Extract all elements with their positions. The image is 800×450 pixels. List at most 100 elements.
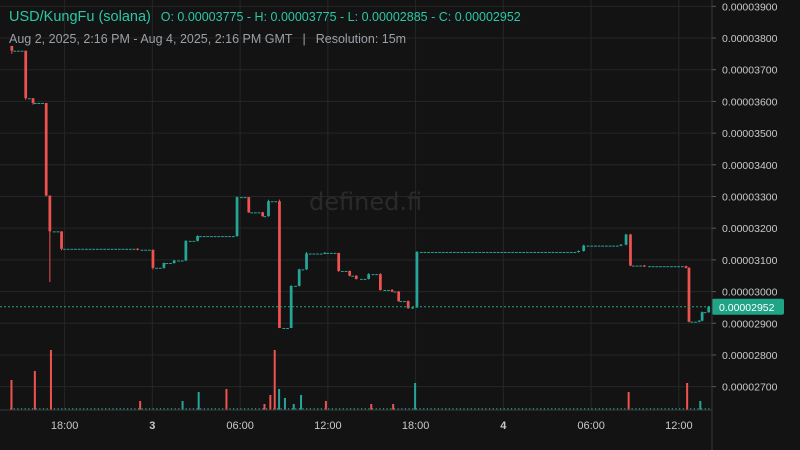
volume-bar (382, 408, 385, 410)
volume-bar (302, 408, 304, 410)
candle (192, 240, 196, 242)
volume-bar (415, 408, 418, 410)
volume-bar (613, 408, 615, 410)
volume-bar (31, 408, 34, 410)
x-tick-label: 3 (149, 420, 155, 432)
candle (593, 245, 597, 247)
candle (235, 197, 239, 237)
volume-bar (408, 408, 410, 410)
candle (312, 253, 316, 255)
candle (619, 244, 623, 246)
candle (74, 248, 77, 250)
candle (697, 320, 701, 322)
volume-bar (401, 408, 403, 410)
candle (522, 251, 526, 253)
volume-bar (105, 408, 107, 410)
volume-bar (481, 408, 483, 410)
volume-bar (463, 408, 465, 410)
x-tick-label: 12:00 (314, 420, 342, 432)
volume-bar (573, 408, 575, 410)
volume-bar (686, 383, 689, 410)
volume-bar (79, 408, 81, 410)
volume-bar (134, 408, 136, 410)
candle (642, 265, 646, 267)
volume-bar (642, 408, 644, 410)
volume-bar (141, 408, 143, 410)
candle (504, 251, 507, 253)
volume-bar (529, 408, 531, 410)
volume-bar (313, 408, 315, 410)
volume-bar (24, 408, 26, 410)
candle (379, 274, 382, 290)
volume-bar (635, 408, 637, 410)
candle (707, 306, 711, 313)
candle (419, 251, 423, 253)
volume-bar (247, 408, 249, 410)
volume-bar (708, 408, 710, 410)
volume-bar (181, 401, 184, 410)
candle (301, 269, 305, 271)
candle (77, 248, 81, 250)
candle (48, 195, 52, 232)
candle (367, 274, 371, 279)
candle (399, 301, 403, 303)
volume-bar (437, 408, 439, 410)
candle (515, 251, 518, 253)
candle (85, 248, 88, 250)
candle (586, 245, 590, 247)
volume-bar (20, 408, 23, 410)
volume-bar (587, 408, 589, 410)
volume-bar (562, 408, 564, 410)
volume-bar (430, 408, 432, 410)
candle (632, 265, 635, 267)
volume-bar (459, 408, 461, 410)
candle (136, 248, 139, 250)
volume-bar (68, 408, 70, 410)
candle (289, 285, 293, 329)
candle (518, 251, 522, 253)
volume-bar (295, 408, 297, 410)
volume-bar (540, 408, 542, 410)
y-tick-label: 0.00002700 (722, 382, 778, 394)
candle (337, 252, 341, 271)
volume-bar (33, 371, 36, 410)
candle (441, 251, 445, 253)
candle (445, 251, 449, 253)
volume-bar (697, 408, 699, 410)
volume-bar (434, 408, 436, 410)
volume-bar (211, 408, 213, 410)
candle (169, 263, 172, 265)
volume-bar (309, 408, 312, 410)
volume-bar (159, 408, 162, 410)
volume-bar (116, 408, 118, 410)
candle (529, 251, 533, 253)
volume-bar (163, 408, 165, 410)
y-tick-label: 0.00003500 (722, 128, 778, 140)
candle (155, 267, 158, 269)
candle (463, 251, 467, 253)
candle (687, 267, 691, 322)
volume-bar (222, 408, 224, 410)
y-tick-label: 0.00002900 (722, 318, 778, 330)
volume-bar (547, 408, 549, 410)
volume-bar (551, 408, 553, 410)
candle (681, 266, 684, 268)
candle (41, 103, 44, 104)
candle (427, 251, 431, 253)
volume-bar (485, 408, 487, 410)
volume-bar (17, 408, 19, 410)
volume-bar (605, 408, 608, 410)
candle (582, 245, 586, 252)
volume-bar (602, 408, 604, 410)
current-price-label: 0.00002952 (719, 302, 775, 314)
volume-bar (412, 408, 414, 410)
y-tick-label: 0.00003300 (722, 191, 778, 203)
candle (140, 249, 144, 251)
candle (460, 251, 463, 253)
candle (206, 236, 210, 238)
candle (184, 240, 188, 261)
candle (449, 251, 452, 253)
candle (20, 50, 24, 52)
volume-bar (470, 408, 472, 410)
